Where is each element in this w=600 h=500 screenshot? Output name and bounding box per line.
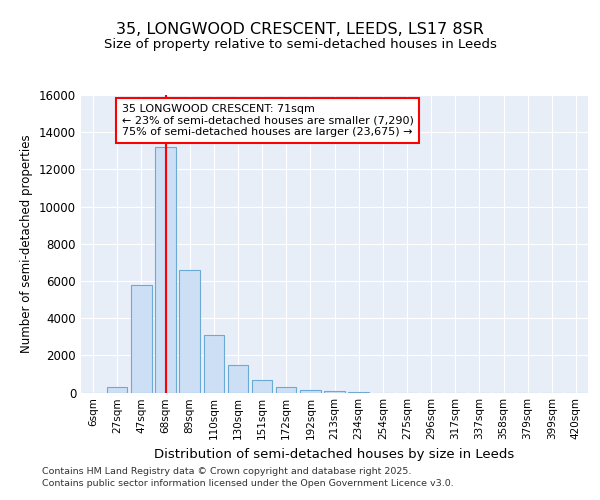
Bar — [324, 390, 345, 392]
Bar — [227, 364, 248, 392]
Text: 35 LONGWOOD CRESCENT: 71sqm
← 23% of semi-detached houses are smaller (7,290)
75: 35 LONGWOOD CRESCENT: 71sqm ← 23% of sem… — [122, 104, 413, 137]
Text: Contains public sector information licensed under the Open Government Licence v3: Contains public sector information licen… — [42, 478, 454, 488]
Bar — [300, 390, 320, 392]
Bar — [252, 380, 272, 392]
Bar — [203, 335, 224, 392]
Text: Size of property relative to semi-detached houses in Leeds: Size of property relative to semi-detach… — [104, 38, 496, 51]
X-axis label: Distribution of semi-detached houses by size in Leeds: Distribution of semi-detached houses by … — [154, 448, 515, 461]
Bar — [131, 284, 152, 393]
Bar — [107, 387, 127, 392]
Bar — [155, 147, 176, 392]
Bar — [179, 270, 200, 392]
Y-axis label: Number of semi-detached properties: Number of semi-detached properties — [20, 134, 34, 353]
Text: Contains HM Land Registry data © Crown copyright and database right 2025.: Contains HM Land Registry data © Crown c… — [42, 467, 412, 476]
Bar — [276, 387, 296, 392]
Text: 35, LONGWOOD CRESCENT, LEEDS, LS17 8SR: 35, LONGWOOD CRESCENT, LEEDS, LS17 8SR — [116, 22, 484, 38]
